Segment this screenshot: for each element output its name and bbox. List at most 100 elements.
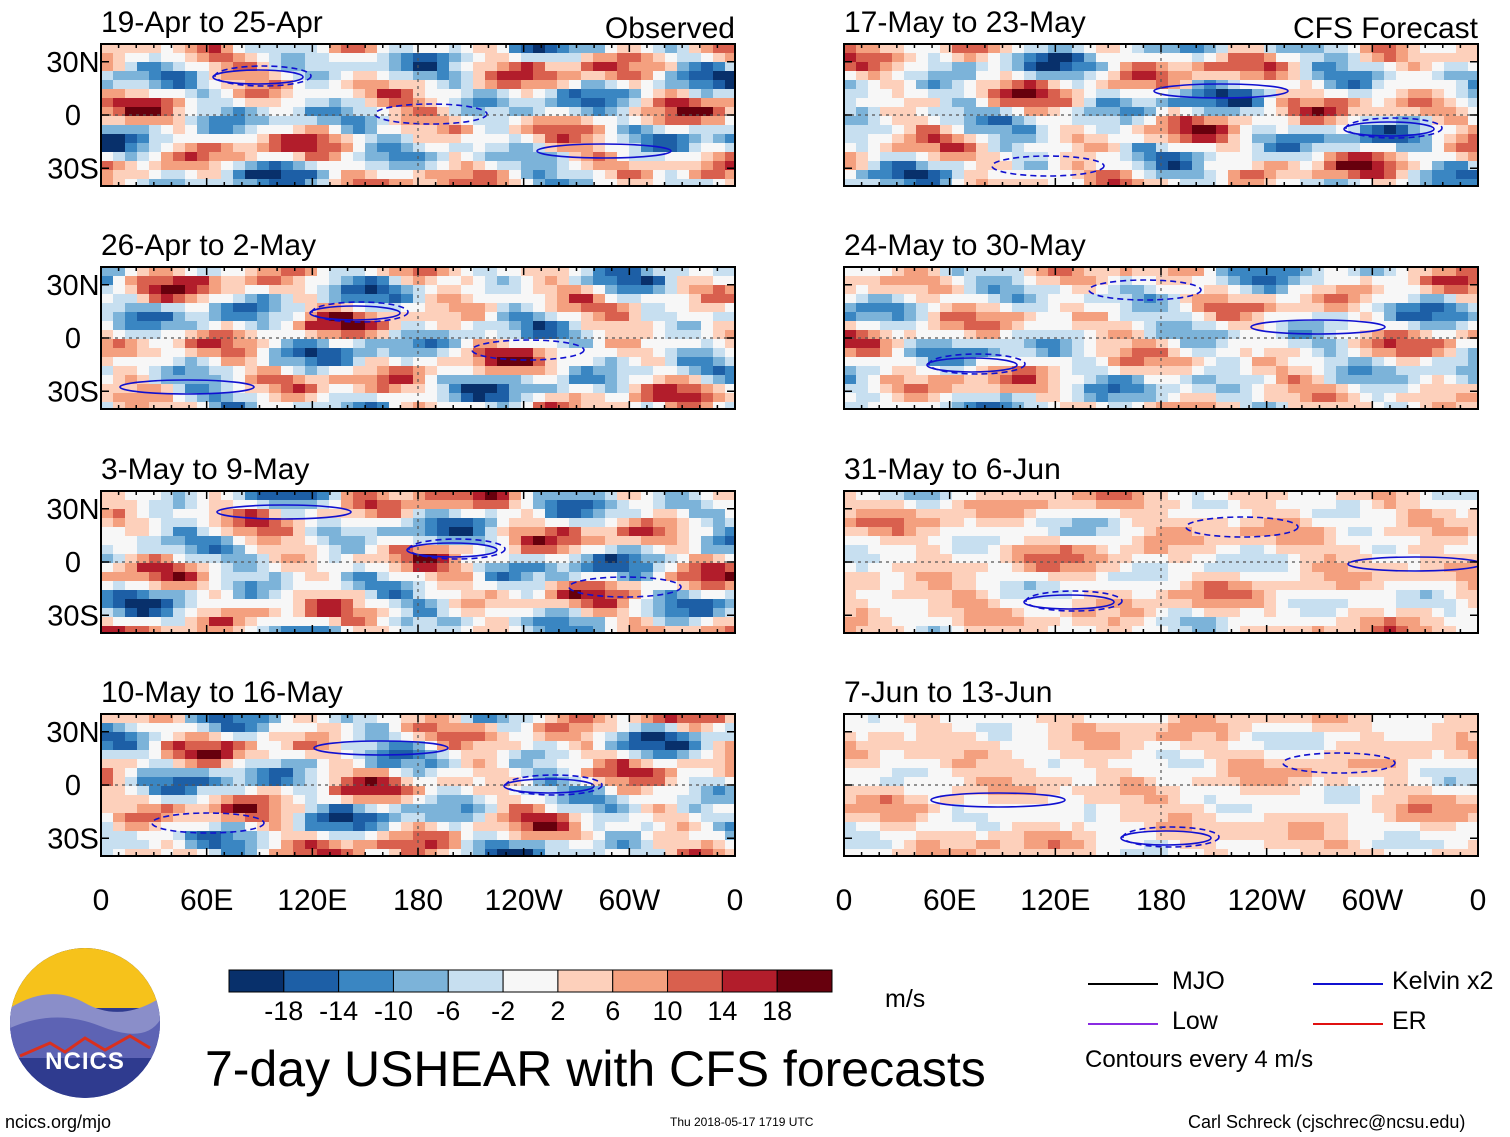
shear-cell — [605, 393, 618, 403]
shear-cell — [701, 134, 714, 144]
shear-cell — [161, 840, 174, 850]
shear-cell — [593, 267, 606, 277]
shear-cell — [281, 53, 294, 63]
shear-cell — [113, 563, 126, 573]
shear-cell — [101, 134, 114, 144]
shear-cell — [545, 581, 558, 591]
shear-cell — [185, 330, 198, 340]
shear-cell — [125, 375, 138, 385]
shear-cell — [844, 267, 857, 277]
shear-cell — [677, 741, 690, 751]
shear-cell — [209, 536, 222, 546]
shear-cell — [569, 840, 582, 850]
shear-cell — [1120, 285, 1133, 295]
shear-cell — [593, 276, 606, 286]
shear-cell — [509, 590, 522, 600]
shear-cell — [629, 98, 642, 108]
shear-cell — [844, 161, 857, 171]
shear-cell — [161, 831, 174, 841]
shear-cell — [377, 491, 390, 501]
shear-cell — [173, 152, 186, 162]
shear-cell — [209, 330, 222, 340]
shear-cell — [425, 312, 438, 322]
shear-cell — [209, 134, 222, 144]
shear-cell — [473, 357, 486, 367]
shear-cell — [401, 285, 414, 295]
shear-cell — [1120, 62, 1133, 72]
shear-cell — [185, 822, 198, 832]
shading-field — [101, 267, 735, 409]
shear-cell — [473, 750, 486, 760]
shear-cell — [425, 116, 438, 126]
shear-cell — [317, 849, 330, 856]
shear-cell — [401, 107, 414, 117]
shear-cell — [353, 62, 366, 72]
y-tick-label: 0 — [65, 100, 81, 132]
shear-cell — [149, 732, 162, 742]
shear-cell — [137, 170, 150, 180]
shear-cell — [928, 116, 941, 126]
shear-cell — [353, 714, 366, 724]
shear-cell — [701, 491, 714, 501]
shear-cell — [269, 71, 282, 81]
shear-cell — [245, 89, 258, 99]
shear-cell — [269, 608, 282, 618]
shear-cell — [545, 107, 558, 117]
shear-cell — [1444, 143, 1457, 153]
shear-cell — [125, 491, 138, 501]
shear-cell — [185, 384, 198, 394]
shear-cell — [149, 599, 162, 609]
shear-cell — [377, 393, 390, 403]
shear-cell — [1036, 312, 1049, 322]
shear-cell — [1204, 44, 1217, 54]
shear-cell — [245, 536, 258, 546]
shear-cell — [1060, 98, 1073, 108]
shear-cell — [425, 840, 438, 850]
shear-cell — [569, 339, 582, 349]
shear-cell — [533, 608, 546, 618]
shear-cell — [557, 80, 570, 90]
shear-cell — [197, 554, 210, 564]
shear-cell — [976, 276, 989, 286]
shear-cell — [521, 294, 534, 304]
shear-cell — [389, 500, 402, 510]
shear-cell — [928, 312, 941, 322]
shear-cell — [1324, 267, 1337, 277]
shear-cell — [653, 294, 666, 304]
shear-cell — [281, 768, 294, 778]
shear-cell — [569, 518, 582, 528]
shear-cell — [533, 804, 546, 814]
shear-cell — [281, 786, 294, 796]
shear-cell — [964, 285, 977, 295]
shear-cell — [461, 509, 474, 519]
shear-cell — [1432, 152, 1445, 162]
shear-cell — [701, 786, 714, 796]
shear-cell — [1240, 116, 1253, 126]
shear-cell — [1084, 170, 1097, 180]
shear-cell — [101, 599, 114, 609]
shear-cell — [868, 303, 881, 313]
shear-cell — [341, 536, 354, 546]
shear-cell — [161, 822, 174, 832]
shear-cell — [1468, 98, 1478, 108]
shear-cell — [173, 777, 186, 787]
shear-cell — [473, 617, 486, 627]
shear-cell — [401, 768, 414, 778]
shear-cell — [137, 179, 150, 186]
shear-cell — [425, 143, 438, 153]
shear-cell — [353, 294, 366, 304]
shear-cell — [713, 366, 726, 376]
shear-cell — [401, 161, 414, 171]
shear-cell — [401, 357, 414, 367]
shear-cell — [1096, 53, 1109, 63]
shear-cell — [665, 152, 678, 162]
shear-cell — [629, 768, 642, 778]
shear-cell — [1432, 125, 1445, 135]
shear-cell — [149, 312, 162, 322]
shear-cell — [988, 71, 1001, 81]
shear-cell — [365, 786, 378, 796]
shear-cell — [1288, 107, 1301, 117]
shear-cell — [569, 509, 582, 519]
shear-cell — [353, 267, 366, 277]
shear-cell — [221, 267, 234, 277]
